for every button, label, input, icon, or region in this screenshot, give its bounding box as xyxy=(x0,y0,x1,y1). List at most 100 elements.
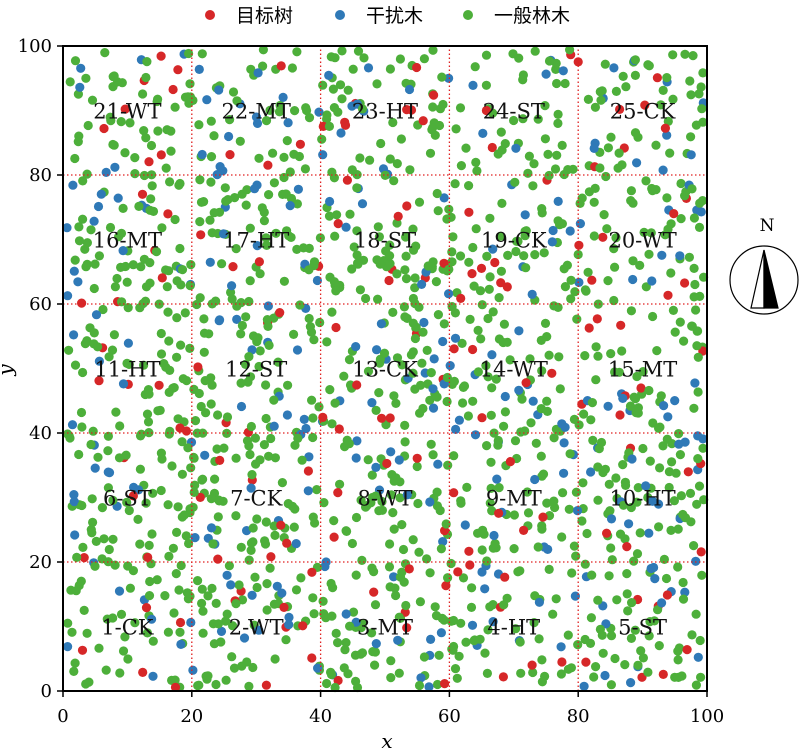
point-general xyxy=(220,183,230,193)
north-arrow-icon: N xyxy=(729,216,799,315)
point-general xyxy=(197,49,207,59)
point-disturb xyxy=(304,452,314,462)
point-target xyxy=(342,175,352,185)
point-disturb xyxy=(691,556,701,566)
point-general xyxy=(170,214,180,225)
point-general xyxy=(327,611,337,621)
point-disturb xyxy=(301,423,311,434)
point-general xyxy=(259,440,269,450)
point-general xyxy=(135,464,145,474)
point-general xyxy=(164,551,174,562)
point-general xyxy=(153,94,163,104)
point-general xyxy=(97,554,107,564)
point-general xyxy=(565,449,575,459)
point-general xyxy=(290,440,300,450)
point-general xyxy=(221,196,231,206)
point-general xyxy=(595,624,606,635)
point-disturb xyxy=(572,506,583,516)
point-general xyxy=(554,352,564,362)
point-general xyxy=(263,321,273,331)
point-general xyxy=(508,49,518,59)
point-general xyxy=(414,547,424,557)
point-general xyxy=(499,600,509,610)
point-general xyxy=(130,169,140,179)
point-general xyxy=(648,418,658,428)
point-target xyxy=(587,275,597,285)
point-general xyxy=(184,538,194,549)
point-general xyxy=(77,422,87,432)
point-general xyxy=(479,529,489,539)
point-general xyxy=(410,283,420,293)
point-general xyxy=(480,648,490,658)
point-general xyxy=(326,669,337,680)
point-disturb xyxy=(558,66,568,76)
point-general xyxy=(198,628,208,638)
point-general xyxy=(656,391,666,401)
point-general xyxy=(271,228,281,238)
point-target xyxy=(498,672,508,682)
point-general xyxy=(485,272,495,282)
point-general xyxy=(111,407,121,417)
point-general xyxy=(141,498,151,508)
point-general xyxy=(528,667,538,678)
point-general xyxy=(530,250,540,260)
point-general xyxy=(589,672,599,682)
point-general xyxy=(143,417,154,427)
point-target xyxy=(538,512,548,522)
point-general xyxy=(351,512,362,523)
point-general xyxy=(273,357,283,367)
point-general xyxy=(449,451,459,461)
point-general xyxy=(442,372,452,383)
point-general xyxy=(550,164,561,174)
point-general xyxy=(246,421,256,432)
point-general xyxy=(586,613,597,623)
point-general xyxy=(269,395,279,405)
point-target xyxy=(615,104,625,114)
plot-label: 11-HT xyxy=(94,358,160,382)
point-general xyxy=(254,361,264,372)
point-general xyxy=(553,109,563,119)
point-general xyxy=(497,198,507,208)
point-general xyxy=(405,165,415,175)
point-general xyxy=(177,469,187,479)
point-disturb xyxy=(118,246,128,256)
point-disturb xyxy=(215,315,225,325)
point-general xyxy=(510,624,521,634)
point-general xyxy=(145,576,155,587)
plot-label: 21-WT xyxy=(93,100,161,124)
point-target xyxy=(487,142,497,153)
point-disturb xyxy=(284,620,294,630)
point-general xyxy=(663,224,673,234)
point-general xyxy=(337,94,347,104)
point-general xyxy=(64,345,74,355)
y-tick-label: 80 xyxy=(29,165,52,186)
point-disturb xyxy=(386,447,396,457)
point-general xyxy=(148,488,158,498)
point-disturb xyxy=(570,591,581,601)
point-disturb xyxy=(176,639,186,650)
point-general xyxy=(347,538,357,549)
point-general xyxy=(662,73,672,83)
point-general xyxy=(157,223,167,233)
point-target xyxy=(527,660,537,670)
point-general xyxy=(685,76,695,86)
point-general xyxy=(327,307,337,317)
plot-labels-layer: 1-CK 2-WT 3-MT 4-HT 5-ST 6-ST 7-CK 8-WT 9-MT 10-H… xyxy=(93,100,678,640)
point-general xyxy=(87,494,97,504)
point-general xyxy=(456,161,466,171)
point-disturb xyxy=(557,419,567,429)
point-target xyxy=(476,263,487,273)
point-general xyxy=(384,562,395,572)
point-general xyxy=(351,570,361,580)
point-general xyxy=(693,352,703,362)
point-general xyxy=(549,433,559,443)
point-general xyxy=(195,175,205,185)
point-general xyxy=(464,181,474,191)
point-target xyxy=(680,278,690,288)
plot-label: 23-HT xyxy=(352,100,418,124)
point-general xyxy=(186,260,196,270)
point-general xyxy=(670,327,680,337)
y-tick-label: 60 xyxy=(29,294,52,315)
x-tick-label: 80 xyxy=(567,706,590,727)
point-general xyxy=(638,443,648,454)
